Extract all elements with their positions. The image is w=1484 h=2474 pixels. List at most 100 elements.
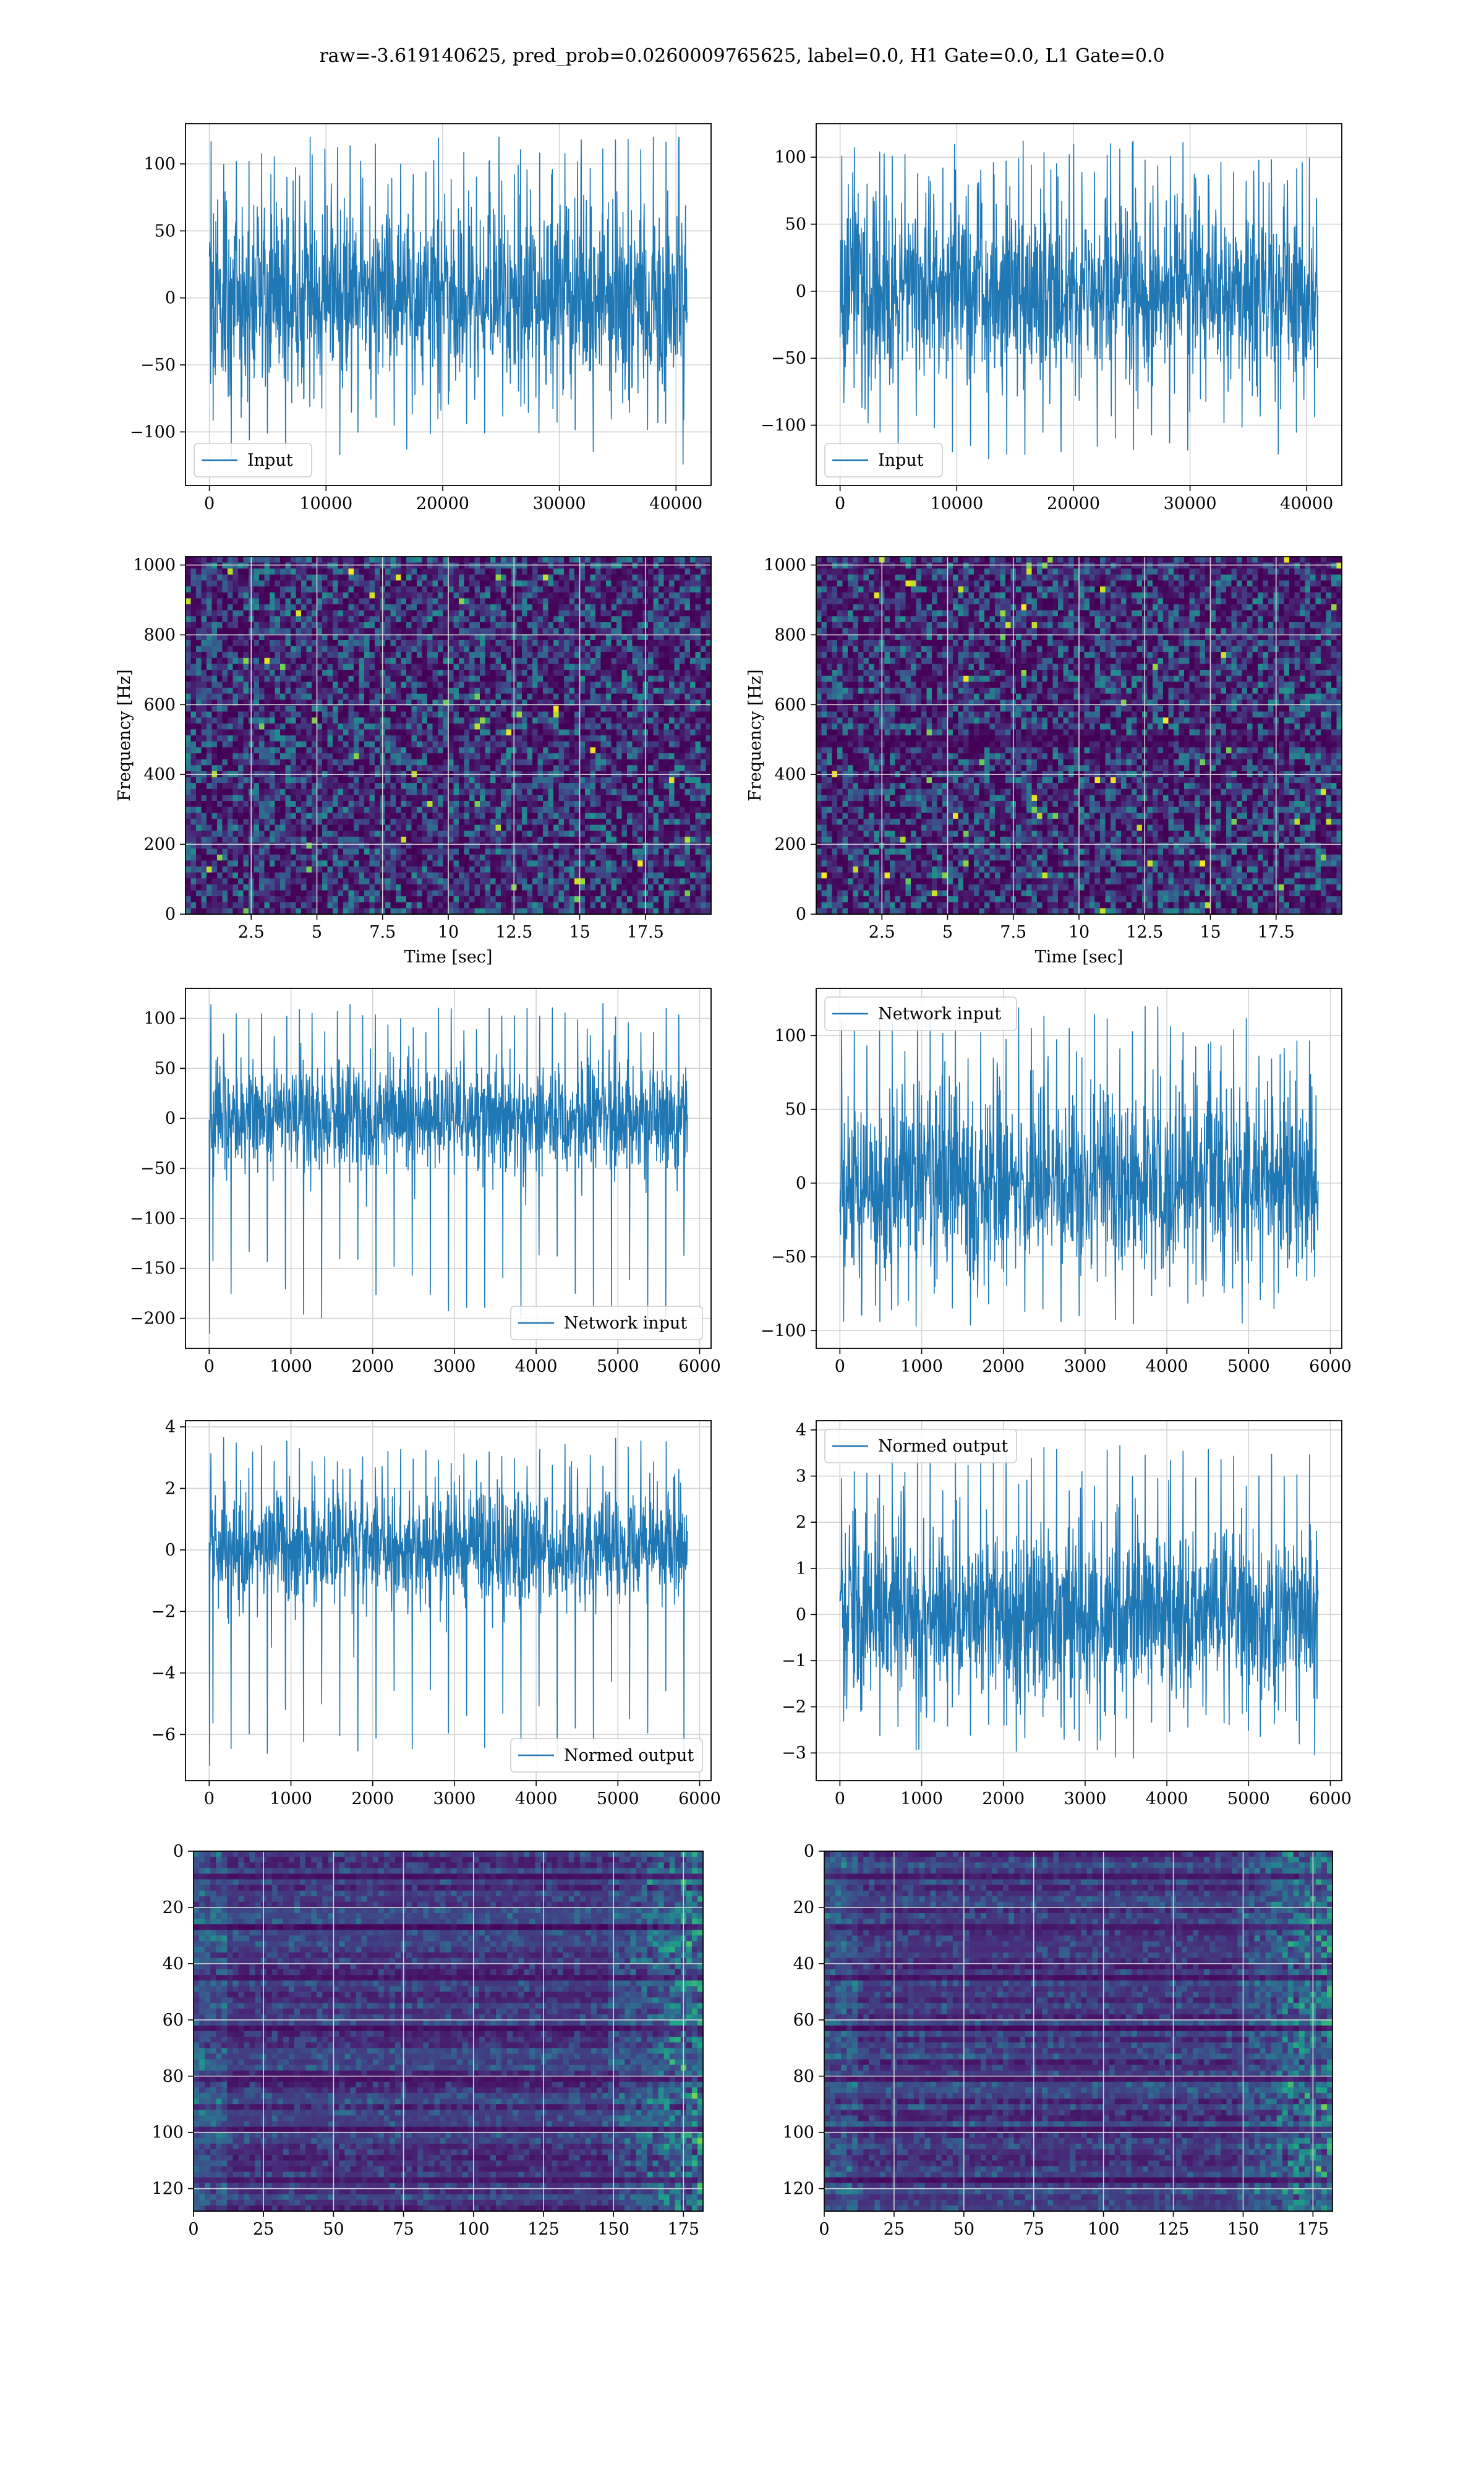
heatmap-cell	[659, 675, 665, 682]
heatmap-cell	[690, 616, 696, 623]
heatmap-cell	[600, 682, 607, 688]
heatmap-cell	[532, 598, 539, 605]
heatmap-cell	[595, 693, 602, 700]
heatmap-cell	[606, 711, 612, 718]
heatmap-cell	[627, 574, 633, 581]
heatmap-cell	[364, 777, 370, 784]
heatmap-cell	[532, 628, 539, 635]
heatmap-cell	[312, 813, 318, 820]
heatmap-cell	[474, 824, 480, 831]
heatmap-cell	[659, 705, 665, 712]
heatmap-cell	[632, 836, 638, 843]
heatmap-cell	[690, 842, 696, 849]
heatmap-cell	[291, 717, 297, 724]
heatmap-cell	[448, 657, 454, 664]
heatmap-cell	[427, 753, 433, 760]
heatmap-cell	[317, 580, 323, 587]
heatmap-cell	[406, 670, 412, 677]
heatmap-cell	[317, 568, 323, 575]
heatmap-cell	[480, 592, 486, 599]
heatmap-cell	[506, 628, 512, 635]
heatmap-cell	[706, 670, 712, 677]
heatmap-cell	[190, 586, 197, 593]
heatmap-cell	[600, 801, 607, 808]
heatmap-cell	[211, 616, 218, 623]
heatmap-cell	[196, 849, 202, 855]
heatmap-cell	[196, 592, 202, 599]
heatmap-cell	[648, 735, 654, 742]
heatmap-cell	[653, 634, 659, 641]
heatmap-cell	[474, 640, 480, 647]
heatmap-cell	[485, 670, 491, 677]
heatmap-cell	[443, 664, 449, 670]
heatmap-cell	[232, 807, 239, 813]
heatmap-cell	[243, 765, 249, 772]
heatmap-cell	[401, 753, 407, 760]
heatmap-cell	[238, 813, 244, 820]
heatmap-cell	[680, 568, 686, 575]
heatmap-cell	[669, 675, 675, 682]
heatmap-cell	[553, 759, 560, 766]
heatmap-cell	[516, 568, 522, 575]
heatmap-cell	[506, 729, 512, 736]
heatmap-cell	[427, 765, 433, 772]
heatmap-cell	[317, 592, 323, 599]
heatmap-cell	[680, 765, 686, 772]
heatmap-cell	[201, 616, 207, 623]
heatmap-cell	[254, 687, 260, 695]
heatmap-cell	[569, 646, 575, 653]
heatmap-cell	[480, 801, 486, 808]
heatmap-cell	[217, 574, 223, 581]
heatmap-cell	[453, 824, 459, 831]
heatmap-cell	[579, 789, 586, 795]
heatmap-cell	[432, 753, 438, 760]
heatmap-cell	[369, 818, 375, 826]
heatmap-cell	[232, 693, 239, 700]
heatmap-cell	[595, 777, 602, 784]
heatmap-cell	[485, 687, 491, 695]
heatmap-cell	[706, 604, 712, 611]
heatmap-cell	[432, 693, 438, 700]
heatmap-cell	[232, 831, 239, 837]
heatmap-cell	[359, 705, 365, 712]
heatmap-cell	[574, 747, 581, 754]
heatmap-cell	[490, 557, 497, 563]
heatmap-cell	[553, 795, 560, 802]
heatmap-cell	[459, 622, 465, 629]
heatmap-cell	[480, 711, 486, 718]
heatmap-cell	[648, 610, 654, 617]
heatmap-cell	[569, 741, 575, 748]
heatmap-cell	[312, 634, 318, 641]
heatmap-cell	[663, 759, 670, 766]
heatmap-cell	[254, 723, 260, 730]
heatmap-cell	[548, 813, 554, 820]
heatmap-cell	[243, 562, 249, 569]
heatmap-cell	[264, 807, 270, 813]
heatmap-cell	[432, 717, 438, 724]
heatmap-cell	[495, 813, 501, 820]
heatmap-cell	[364, 723, 370, 730]
heatmap-cell	[532, 747, 539, 754]
heatmap-cell	[264, 741, 270, 748]
heatmap-cell	[275, 700, 281, 706]
heatmap-cell	[485, 652, 491, 659]
series-line	[208, 136, 688, 465]
heatmap-cell	[548, 777, 554, 784]
heatmap-cell	[490, 675, 497, 682]
heatmap-cell	[674, 723, 680, 730]
heatmap-cell	[590, 557, 596, 563]
heatmap-cell	[506, 753, 512, 760]
heatmap-cell	[459, 687, 465, 695]
heatmap-cell	[680, 723, 686, 730]
y-tick-label: 100	[774, 148, 806, 167]
heatmap-cell	[411, 813, 417, 820]
heatmap-cell	[312, 640, 318, 647]
heatmap-cell	[264, 652, 270, 659]
heatmap-cell	[485, 640, 491, 647]
heatmap-cell	[270, 610, 276, 617]
heatmap-cell	[480, 640, 486, 647]
heatmap-cell	[217, 700, 223, 706]
heatmap-cell	[522, 670, 528, 677]
heatmap-cell	[663, 646, 670, 653]
heatmap-cell	[254, 849, 260, 855]
